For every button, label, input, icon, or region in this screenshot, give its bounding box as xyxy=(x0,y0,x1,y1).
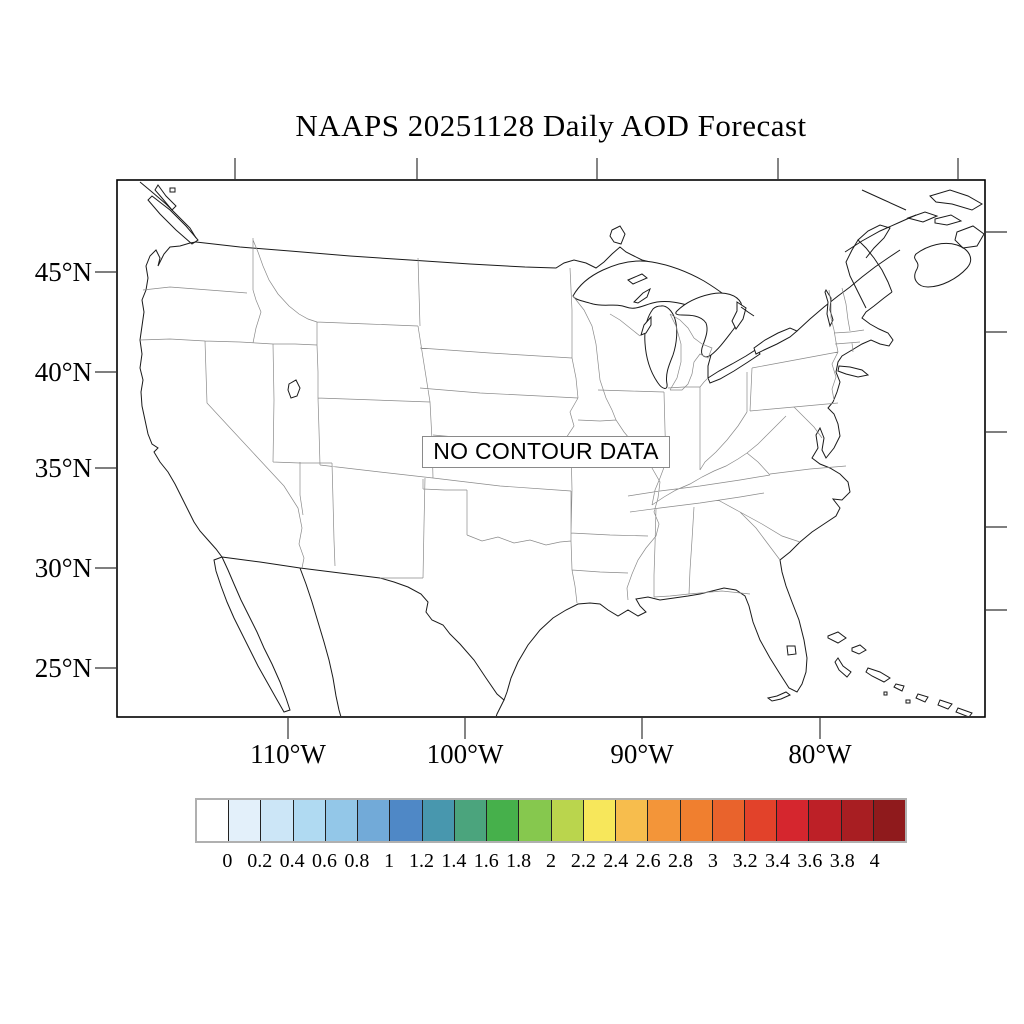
colorbar-cell xyxy=(261,800,294,841)
colorbar-tick-label: 1.8 xyxy=(506,850,532,872)
colorbar-cell xyxy=(809,800,842,841)
no-contour-data-box: NO CONTOUR DATA xyxy=(422,436,670,468)
green-bay xyxy=(640,315,652,336)
st-lawrence-border-path xyxy=(796,249,901,332)
lat-tick-label: 40°N xyxy=(34,357,92,387)
florida-keys xyxy=(766,691,791,702)
colorbar-cell xyxy=(519,800,552,841)
colorbar-tick-label: 3.2 xyxy=(732,850,758,872)
colorbar-tick-label: 2.4 xyxy=(603,850,629,872)
colorbar-tick-label: 0.8 xyxy=(344,850,370,872)
map-frame xyxy=(116,179,986,718)
colorbar-tick-label: 1.6 xyxy=(473,850,499,872)
long-island xyxy=(837,365,870,378)
lake-michigan xyxy=(644,305,678,389)
colorbar-cell xyxy=(325,800,359,841)
colorbar-tick-label: 1 xyxy=(384,850,395,872)
colorbar-cell xyxy=(777,800,810,841)
colorbar-cell xyxy=(873,800,906,841)
isle-royale xyxy=(627,273,648,285)
colorbar-tick-label: 2.8 xyxy=(667,850,693,872)
colorbar-cell xyxy=(197,800,230,841)
colorbar-tick-label: 2 xyxy=(546,850,556,872)
colorbar-tick-label: 4 xyxy=(869,850,880,872)
colorbar-cell xyxy=(712,800,745,841)
baja-california xyxy=(213,556,291,713)
colorbar-tick-label: 1.2 xyxy=(409,850,435,872)
lat-tick-label: 45°N xyxy=(34,257,92,287)
colorbar-cell xyxy=(390,800,423,841)
colorbar-cell xyxy=(358,800,391,841)
colorbar-tick-label: 1.4 xyxy=(441,850,467,872)
colorbar-cell xyxy=(744,800,778,841)
colorbar-cell xyxy=(422,800,455,841)
colorbar-tick-label: 2.6 xyxy=(635,850,661,872)
lat-tick-label: 30°N xyxy=(34,553,92,583)
lon-tick-label: 110°W xyxy=(250,739,326,769)
colorbar-cell xyxy=(229,800,262,841)
colorbar-cell xyxy=(648,800,681,841)
lake-erie xyxy=(707,348,761,384)
plot-title: NAAPS 20251128 Daily AOD Forecast xyxy=(295,108,807,143)
colorbar-cell xyxy=(293,800,326,841)
colorbar-tick-label: 0 xyxy=(222,850,233,872)
state-borders-path xyxy=(139,238,865,604)
colorbar-cell xyxy=(680,800,713,841)
bahamas-cuba-islands xyxy=(827,631,973,716)
lat-tick-label: 25°N xyxy=(34,653,92,683)
maine-border-path xyxy=(845,239,893,309)
colorbar-tick-label: 3 xyxy=(707,850,718,872)
mexico-gulf-coast xyxy=(495,699,505,716)
lake-straits xyxy=(707,306,755,378)
great-salt-lake xyxy=(287,379,301,399)
mexico-paths xyxy=(213,556,505,716)
lon-tick-label: 90°W xyxy=(610,739,674,769)
colorbar-cell xyxy=(841,800,874,841)
colorbar-tick-label: 0.2 xyxy=(247,850,273,872)
colorbar-tick-label: 3.4 xyxy=(765,850,791,872)
colorbar-cell xyxy=(616,800,649,841)
colorbar-cell xyxy=(583,800,617,841)
us-coastline-path xyxy=(139,241,894,701)
canada-coast-paths xyxy=(139,181,984,288)
colorbar-tick-label: 0.4 xyxy=(279,850,305,872)
colorbar-cell xyxy=(551,800,584,841)
lat-tick-label: 35°N xyxy=(34,453,92,483)
georgian-bay xyxy=(731,301,747,330)
axis-ticks xyxy=(95,158,1007,739)
colorbar-cell xyxy=(454,800,488,841)
no-contour-data-label: NO CONTOUR DATA xyxy=(433,438,659,464)
great-lakes xyxy=(287,260,834,656)
lon-tick-label: 80°W xyxy=(788,739,852,769)
canada-border-path xyxy=(195,241,651,269)
colorbar-cell xyxy=(487,800,520,841)
colorbar-tick-label: 3.6 xyxy=(797,850,823,872)
islands xyxy=(766,365,870,702)
lon-tick-label: 100°W xyxy=(426,739,504,769)
colorbar-tick-label: 0.6 xyxy=(311,850,337,872)
lake-ontario xyxy=(753,327,798,355)
colorbar-tick-label: 3.8 xyxy=(829,850,855,872)
keweenaw xyxy=(633,287,651,304)
colorbar xyxy=(195,798,907,843)
mexico-west-coast xyxy=(299,567,342,716)
lake-okeechobee xyxy=(786,645,797,656)
colorbar-tick-label: 2.2 xyxy=(570,850,596,872)
